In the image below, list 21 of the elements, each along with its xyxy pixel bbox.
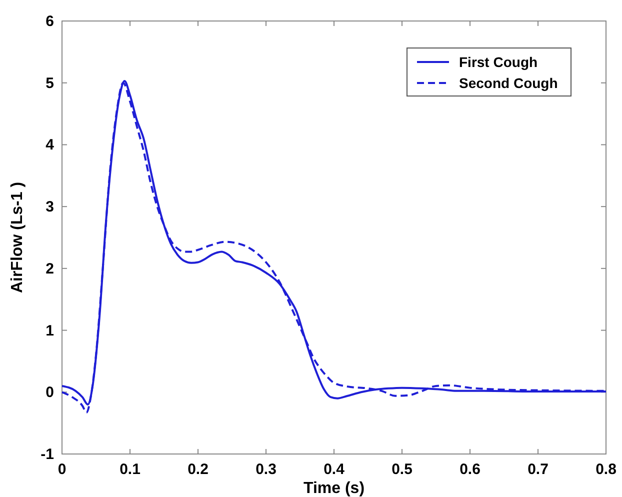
- y-tick-label: 6: [46, 13, 54, 30]
- x-axis-title: Time (s): [303, 480, 365, 497]
- x-tick-label: 0.7: [528, 461, 548, 478]
- legend-label: First Cough: [459, 54, 538, 70]
- y-tick-label: 3: [46, 198, 54, 216]
- x-tick-label: 0: [58, 461, 66, 478]
- y-tick-label: 4: [46, 136, 55, 154]
- x-tick-label: 0.2: [188, 461, 208, 478]
- x-tick-label: 0.4: [324, 461, 346, 478]
- x-tick-label: 0.1: [120, 461, 140, 478]
- y-tick-label: 2: [46, 260, 54, 278]
- y-tick-label: 0: [46, 384, 54, 402]
- x-tick-label: 0.8: [596, 461, 616, 478]
- y-axis-title: AirFlow (Ls-1 ): [9, 182, 26, 294]
- y-tick-label: 5: [46, 74, 54, 92]
- legend-label: Second Cough: [459, 75, 558, 91]
- x-tick-label: 0.6: [460, 461, 480, 478]
- y-tick-label: -1: [40, 446, 54, 463]
- x-tick-label: 0.3: [256, 461, 276, 478]
- y-tick-label: 1: [46, 322, 54, 340]
- x-tick-label: 0.5: [392, 461, 412, 478]
